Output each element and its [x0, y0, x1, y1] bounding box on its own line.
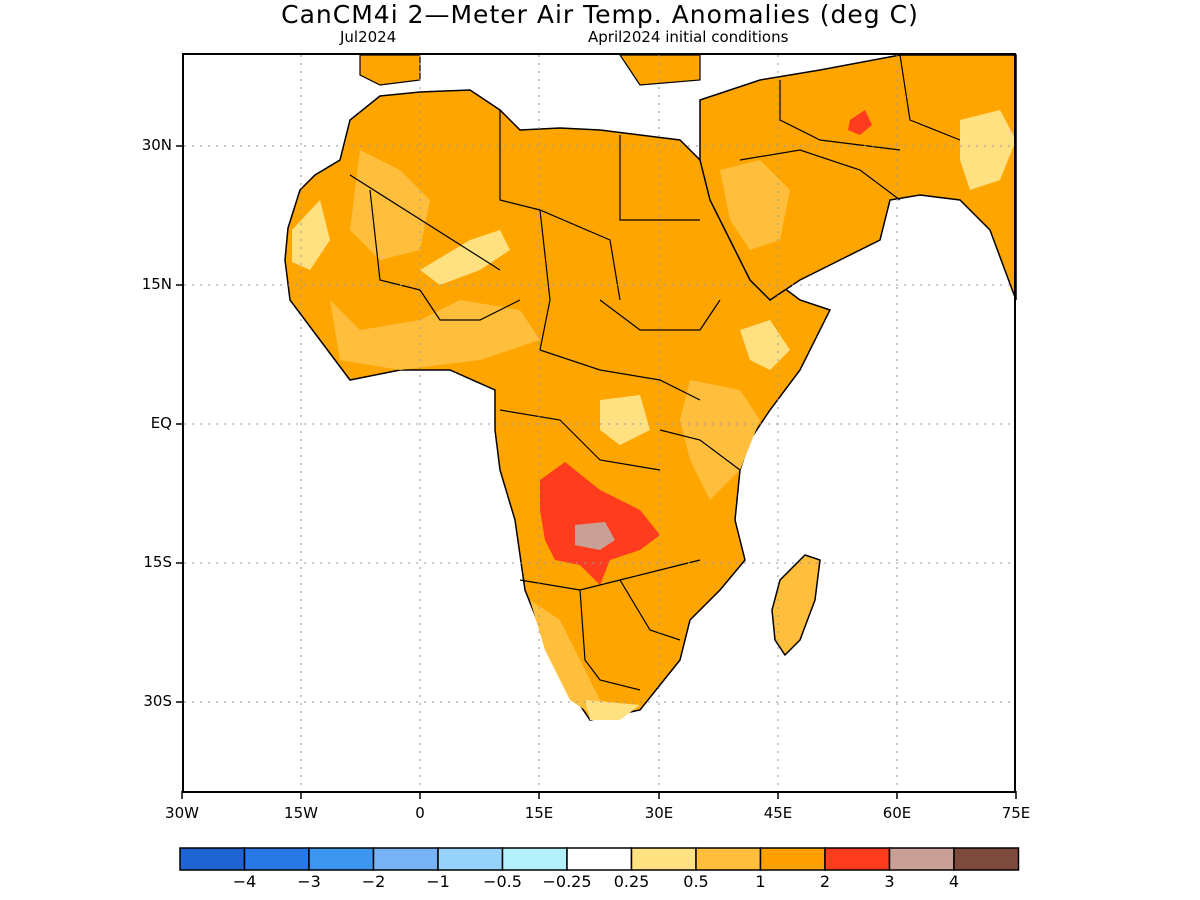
colorbar-swatch — [308, 847, 375, 871]
colorbar-swatch — [695, 847, 762, 871]
lat-label-30n: 30N — [141, 136, 172, 154]
lon-label-45e: 45E — [763, 804, 793, 822]
colorbar-label: 1 — [755, 872, 766, 891]
lat-label-eq: EQ — [150, 414, 172, 432]
colorbar-swatch — [824, 847, 891, 871]
colorbar-label: −2 — [361, 872, 386, 891]
colorbar-swatch — [888, 847, 955, 871]
europe-land — [359, 54, 701, 86]
light-patch-sahel — [420, 230, 510, 285]
lon-label-15w: 15W — [284, 804, 318, 822]
colorbar-swatch — [372, 847, 439, 871]
colorbar-swatch — [437, 847, 504, 871]
moderate-sahel — [330, 300, 540, 370]
colorbar-label: 0.5 — [683, 872, 709, 891]
lon-label-0: 0 — [415, 804, 425, 822]
colorbar-swatch — [243, 847, 310, 871]
lat-label-15s: 15S — [143, 553, 172, 571]
colorbar-label: −4 — [232, 872, 257, 891]
hotspot-iran — [848, 110, 872, 135]
colorbar — [179, 847, 1020, 871]
moderate-arabia — [720, 160, 790, 250]
light-patch-pakistan — [960, 110, 1016, 190]
lat-label-15n: 15N — [141, 275, 172, 293]
colorbar-swatch — [179, 847, 246, 871]
light-patch-horn — [740, 320, 790, 370]
lat-label-30s: 30S — [143, 692, 172, 710]
colorbar-label: −0.25 — [542, 872, 592, 891]
moderate-south — [530, 600, 630, 720]
core-zambia — [575, 522, 615, 550]
lon-label-15e: 15E — [524, 804, 554, 822]
colorbar-swatch — [630, 847, 697, 871]
colorbar-swatch — [501, 847, 568, 871]
borders-layer — [349, 54, 961, 691]
lon-label-30e: 30E — [644, 804, 674, 822]
madagascar-land — [771, 554, 821, 657]
colorbar-label: −0.5 — [483, 872, 522, 891]
colorbar-label: 4 — [948, 872, 960, 891]
light-patch-congo — [600, 395, 650, 445]
colorbar-label: −1 — [426, 872, 450, 891]
moderate-sahara — [350, 150, 430, 260]
valid-month-label: Jul2024 — [340, 28, 397, 46]
graticule — [184, 55, 1014, 791]
lon-label-75e: 75E — [1001, 804, 1031, 822]
lon-label-30w: 30W — [165, 804, 199, 822]
colorbar-label: −3 — [297, 872, 321, 891]
chart-title: CanCM4i 2—Meter Air Temp. Anomalies (deg… — [281, 0, 919, 29]
colorbar-swatch — [759, 847, 826, 871]
colorbar-label: 0.25 — [613, 872, 650, 891]
anomaly-layer — [292, 110, 1016, 720]
lon-label-60e: 60E — [882, 804, 912, 822]
colorbar-label: 2 — [819, 872, 831, 891]
light-patch-cape — [585, 700, 640, 720]
light-patch-west-sahara — [292, 200, 330, 270]
init-conditions-label: April2024 initial conditions — [588, 28, 789, 46]
map-frame — [182, 53, 1016, 793]
colorbar-swatch — [953, 847, 1020, 871]
colorbar-label: 3 — [884, 872, 895, 891]
colorbar-swatch — [566, 847, 633, 871]
